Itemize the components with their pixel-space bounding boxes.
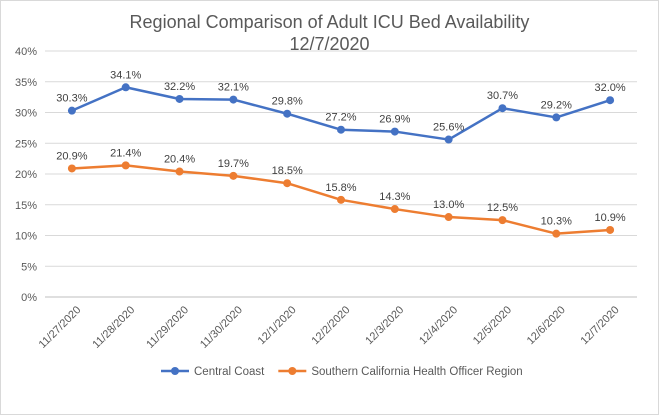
data-label: 15.8% [325,182,356,194]
x-tick-label: 11/30/2020 [198,304,245,351]
data-point [121,161,130,170]
data-label: 29.8% [272,96,303,108]
legend-label: Southern California Health Officer Regio… [311,366,522,378]
data-point [606,96,615,105]
data-point [121,83,130,92]
data-label: 10.9% [594,212,625,224]
data-point [229,171,238,180]
x-tick-label: 12/5/2020 [471,304,514,347]
chart-title: Regional Comparison of Adult ICU Bed Ava… [129,12,530,32]
data-label: 30.3% [56,93,87,105]
y-tick-label: 40% [15,46,37,58]
data-label: 12.5% [487,202,518,214]
data-label: 14.3% [379,191,410,203]
data-point [67,106,76,115]
data-point [444,213,453,222]
data-point [498,104,507,113]
x-tick-label: 11/28/2020 [90,304,137,351]
data-point [390,205,399,214]
data-label: 20.4% [164,154,195,166]
legend-swatch-marker [171,367,179,375]
data-label: 19.7% [218,158,249,170]
y-tick-label: 25% [15,138,37,150]
data-point [283,179,292,188]
data-point [67,164,76,173]
x-tick-label: 12/1/2020 [256,304,299,347]
x-tick-label: 12/3/2020 [363,304,406,347]
data-label: 18.5% [272,165,303,177]
y-tick-label: 0% [21,292,37,304]
x-tick-label: 12/7/2020 [579,304,622,347]
data-label: 10.3% [541,216,572,228]
data-point [390,127,399,136]
data-point [175,167,184,176]
y-tick-label: 20% [15,169,37,181]
data-point [229,95,238,104]
data-label: 20.9% [56,150,87,162]
data-point [552,229,561,238]
x-tick-label: 12/4/2020 [417,304,460,347]
data-label: 32.1% [218,82,249,94]
y-tick-label: 15% [15,200,37,212]
data-label: 25.6% [433,122,464,134]
y-tick-label: 10% [15,231,37,243]
data-label: 27.2% [325,112,356,124]
data-point [606,225,615,234]
data-label: 30.7% [487,90,518,102]
chart-subtitle: 12/7/2020 [289,34,370,54]
data-point [337,195,345,204]
y-tick-label: 30% [15,108,37,120]
data-label: 32.0% [594,82,625,94]
legend-swatch-marker [288,367,297,375]
data-label: 29.2% [541,99,572,111]
data-point [444,135,453,144]
data-label: 21.4% [110,147,141,159]
data-label: 26.9% [379,114,410,126]
data-point [552,113,561,122]
data-label: 32.2% [164,81,195,93]
x-tick-label: 12/2/2020 [309,304,352,347]
y-tick-label: 35% [15,77,37,89]
data-label: 13.0% [433,199,464,211]
legend-label: Central Coast [194,366,265,378]
data-point [175,94,184,103]
y-tick-label: 5% [21,261,37,273]
data-point [283,109,292,118]
data-point [337,125,345,134]
x-tick-label: 12/6/2020 [525,304,568,347]
data-point [498,216,507,225]
chart-title-block: Regional Comparison of Adult ICU Bed Ava… [1,11,658,55]
x-tick-label: 11/29/2020 [144,304,191,351]
x-tick-label: 11/27/2020 [37,304,84,351]
data-label: 34.1% [110,69,141,81]
